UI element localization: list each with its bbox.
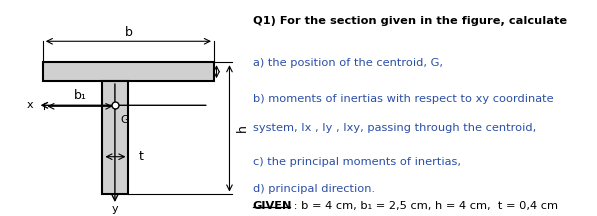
- Text: d) principal direction.: d) principal direction.: [253, 184, 375, 194]
- Text: : b = 4 cm, b₁ = 2,5 cm, h = 4 cm,  t = 0,4 cm: : b = 4 cm, b₁ = 2,5 cm, h = 4 cm, t = 0…: [290, 201, 558, 211]
- Text: Q1) For the section given in the figure, calculate: Q1) For the section given in the figure,…: [253, 16, 567, 26]
- Text: x: x: [27, 100, 33, 110]
- Text: G: G: [120, 115, 128, 125]
- Text: b) moments of inertias with respect to xy coordinate: b) moments of inertias with respect to x…: [253, 94, 553, 104]
- Text: b: b: [124, 26, 133, 39]
- Bar: [43, 62, 214, 81]
- Text: t: t: [139, 150, 144, 163]
- Text: GIVEN: GIVEN: [253, 201, 293, 211]
- Text: y: y: [112, 204, 118, 214]
- Text: system, Ix , Iy , Ixy, passing through the centroid,: system, Ix , Iy , Ixy, passing through t…: [253, 123, 536, 133]
- Text: b₁: b₁: [73, 89, 87, 102]
- Text: c) the principal moments of inertias,: c) the principal moments of inertias,: [253, 157, 461, 167]
- Bar: [103, 81, 128, 194]
- Text: a) the position of the centroid, G,: a) the position of the centroid, G,: [253, 58, 443, 68]
- Text: h: h: [236, 124, 249, 132]
